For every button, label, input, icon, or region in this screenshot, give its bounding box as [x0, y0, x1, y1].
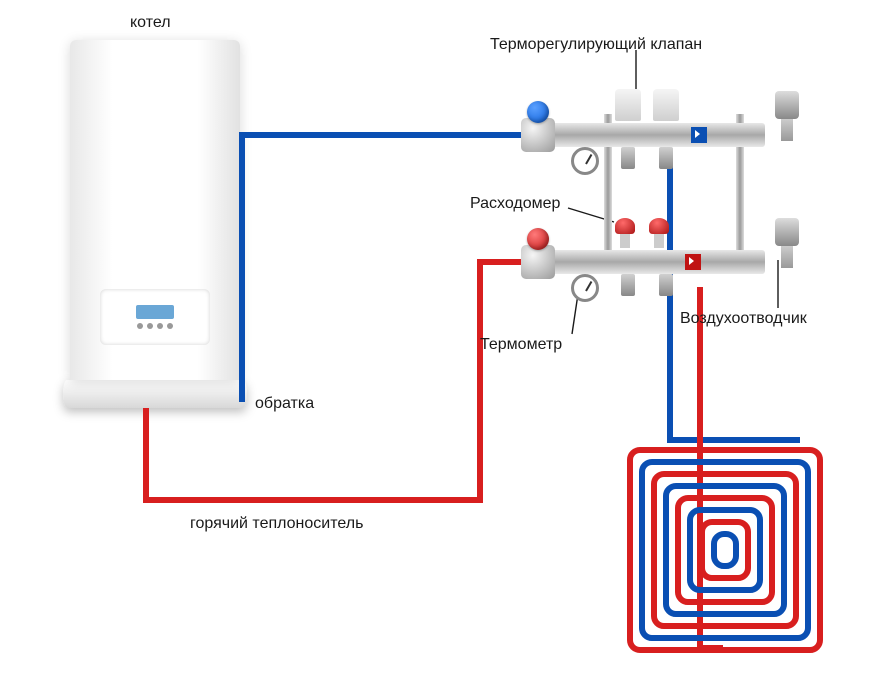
flow-direction-red-icon: [685, 254, 701, 270]
air-vent-icon: [775, 218, 799, 270]
flow-direction-blue-icon: [691, 127, 707, 143]
thermostatic-cap-icon: [615, 89, 641, 121]
air-vent-icon: [775, 91, 799, 143]
label-air-vent: Воздухоотводчик: [680, 310, 807, 328]
manifold-rail: [545, 250, 765, 274]
thermometer-gauge-icon: [571, 274, 599, 302]
manifold-rail: [545, 123, 765, 147]
outlet-nipple: [659, 147, 673, 169]
valve-handle-red-icon: [527, 228, 549, 250]
label-hot-supply: горячий теплоноситель: [190, 515, 363, 533]
outlet-nipple: [621, 147, 635, 169]
outlet-nipple: [659, 274, 673, 296]
pressure-gauge-icon: [571, 147, 599, 175]
ball-valve: [521, 245, 555, 279]
label-thermometer: Термометр: [480, 336, 562, 354]
label-thermo-valve: Терморегулирующий клапан: [490, 36, 702, 54]
label-flowmeter: Расходомер: [470, 195, 560, 213]
valve-handle-blue-icon: [527, 101, 549, 123]
label-return: обратка: [255, 395, 314, 413]
thermostatic-cap-icon: [653, 89, 679, 121]
flowmeter-icon: [615, 218, 635, 248]
flowmeter-icon: [649, 218, 669, 248]
outlet-nipple: [621, 274, 635, 296]
ball-valve: [521, 118, 555, 152]
label-boiler: котел: [130, 14, 171, 32]
pipes-svg: [0, 0, 880, 700]
